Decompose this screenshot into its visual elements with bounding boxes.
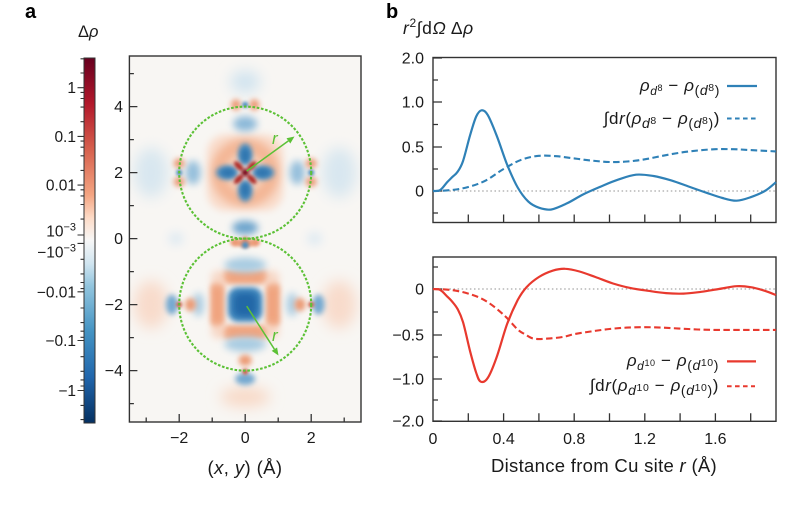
svg-text:1.0: 1.0	[402, 95, 424, 112]
svg-text:0: 0	[415, 282, 424, 299]
svg-text:−4: −4	[105, 363, 123, 380]
svg-text:−1.0: −1.0	[392, 372, 424, 389]
svg-text:0.01: 0.01	[46, 178, 76, 195]
svg-text:0: 0	[415, 184, 424, 201]
svg-text:∫dr(ρd10 − ρ(d10)): ∫dr(ρd10 − ρ(d10))	[589, 376, 719, 398]
svg-text:0.4: 0.4	[492, 431, 514, 448]
svg-text:∫dr(ρd8 − ρ(d8)): ∫dr(ρd8 − ρ(d8))	[603, 109, 720, 131]
svg-text:r: r	[272, 129, 279, 148]
svg-text:0: 0	[114, 231, 123, 248]
svg-text:−2.0: −2.0	[392, 414, 424, 431]
svg-text:ρd10 − ρ(d10): ρd10 − ρ(d10)	[626, 351, 719, 373]
svg-text:(x, y) (Å): (x, y) (Å)	[208, 457, 283, 478]
svg-text:1.2: 1.2	[634, 431, 656, 448]
svg-text:−0.1: −0.1	[45, 333, 76, 350]
svg-text:a: a	[25, 1, 37, 23]
svg-text:r2∫dΩ Δρ: r2∫dΩ Δρ	[403, 16, 474, 38]
svg-text:0.8: 0.8	[563, 431, 585, 448]
svg-text:0.5: 0.5	[402, 140, 424, 157]
svg-text:1: 1	[67, 80, 76, 97]
svg-text:0: 0	[429, 431, 438, 448]
svg-text:−2: −2	[105, 297, 123, 314]
svg-text:−0.5: −0.5	[392, 328, 424, 345]
svg-text:2.0: 2.0	[402, 51, 424, 68]
svg-text:0: 0	[241, 430, 250, 447]
svg-text:1.6: 1.6	[704, 431, 726, 448]
svg-text:−1: −1	[58, 383, 76, 400]
svg-text:Distance from Cu site r (Å): Distance from Cu site r (Å)	[491, 455, 717, 476]
svg-text:2: 2	[307, 430, 316, 447]
svg-text:2: 2	[114, 165, 123, 182]
svg-text:0.1: 0.1	[54, 129, 76, 146]
svg-text:Δρ: Δρ	[78, 23, 98, 41]
svg-text:−0.01: −0.01	[37, 284, 76, 301]
svg-text:−2: −2	[170, 430, 188, 447]
svg-text:r: r	[272, 326, 279, 345]
svg-text:b: b	[386, 1, 398, 23]
svg-text:4: 4	[114, 99, 123, 116]
